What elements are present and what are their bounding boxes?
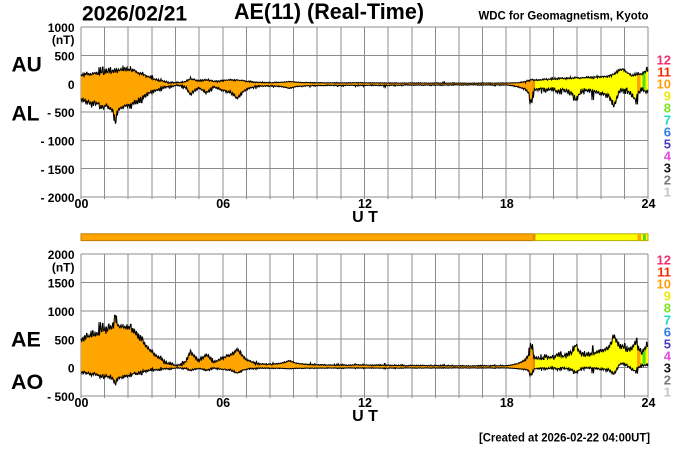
svg-text:06: 06 — [216, 396, 230, 410]
svg-text:1: 1 — [664, 384, 671, 399]
svg-text:0: 0 — [68, 362, 75, 376]
svg-text:500: 500 — [54, 49, 74, 63]
svg-text:500: 500 — [54, 333, 74, 347]
svg-text:- 500: - 500 — [47, 390, 75, 404]
svg-text:2026/02/21: 2026/02/21 — [82, 3, 187, 26]
svg-text:12: 12 — [657, 52, 671, 67]
svg-text:3: 3 — [664, 160, 671, 175]
svg-text:8: 8 — [664, 100, 671, 115]
svg-text:U T: U T — [352, 408, 378, 425]
svg-text:7: 7 — [664, 312, 671, 327]
svg-text:8: 8 — [664, 300, 671, 315]
svg-text:24: 24 — [642, 396, 656, 410]
svg-text:(nT): (nT) — [52, 261, 75, 275]
svg-text:7: 7 — [664, 112, 671, 127]
svg-text:18: 18 — [500, 197, 514, 211]
svg-text:4: 4 — [664, 148, 672, 163]
svg-text:- 1500: - 1500 — [40, 163, 74, 177]
svg-text:6: 6 — [664, 124, 671, 139]
svg-text:2: 2 — [664, 372, 671, 387]
svg-text:18: 18 — [500, 396, 514, 410]
svg-text:00: 00 — [75, 396, 89, 410]
svg-text:1000: 1000 — [48, 305, 75, 319]
svg-text:1500: 1500 — [48, 277, 75, 291]
svg-text:0: 0 — [68, 78, 75, 92]
svg-text:2000: 2000 — [48, 248, 75, 262]
svg-text:5: 5 — [664, 136, 671, 151]
svg-text:AE: AE — [11, 327, 41, 351]
svg-text:24: 24 — [642, 197, 656, 211]
svg-text:11: 11 — [657, 264, 671, 279]
svg-text:5: 5 — [664, 336, 671, 351]
svg-text:12: 12 — [358, 396, 372, 410]
svg-text:6: 6 — [664, 324, 671, 339]
svg-text:11: 11 — [657, 64, 671, 79]
svg-text:06: 06 — [216, 197, 230, 211]
svg-text:- 1000: - 1000 — [40, 134, 74, 148]
svg-text:- 500: - 500 — [47, 106, 75, 120]
svg-text:AE(11) (Real-Time): AE(11) (Real-Time) — [234, 0, 424, 24]
svg-text:4: 4 — [664, 348, 672, 363]
svg-text:9: 9 — [664, 288, 671, 303]
svg-text:9: 9 — [664, 88, 671, 103]
svg-text:12: 12 — [657, 252, 671, 267]
svg-text:10: 10 — [657, 276, 671, 291]
svg-text:WDC for Geomagnetism, Kyoto: WDC for Geomagnetism, Kyoto — [479, 9, 649, 23]
svg-text:3: 3 — [664, 360, 671, 375]
svg-text:1: 1 — [664, 184, 671, 199]
svg-text:[Created at 2026-02-22 04:00UT: [Created at 2026-02-22 04:00UT] — [479, 430, 650, 444]
svg-text:AU: AU — [12, 53, 42, 76]
svg-text:2: 2 — [664, 172, 671, 187]
svg-text:- 2000: - 2000 — [40, 191, 74, 205]
svg-text:(nT): (nT) — [52, 33, 75, 47]
svg-text:AL: AL — [12, 103, 40, 126]
svg-text:12: 12 — [358, 197, 372, 211]
svg-text:00: 00 — [75, 197, 89, 211]
svg-text:1000: 1000 — [48, 21, 75, 35]
svg-text:AO: AO — [11, 370, 43, 394]
svg-text:10: 10 — [657, 76, 671, 91]
svg-text:U T: U T — [352, 209, 378, 226]
